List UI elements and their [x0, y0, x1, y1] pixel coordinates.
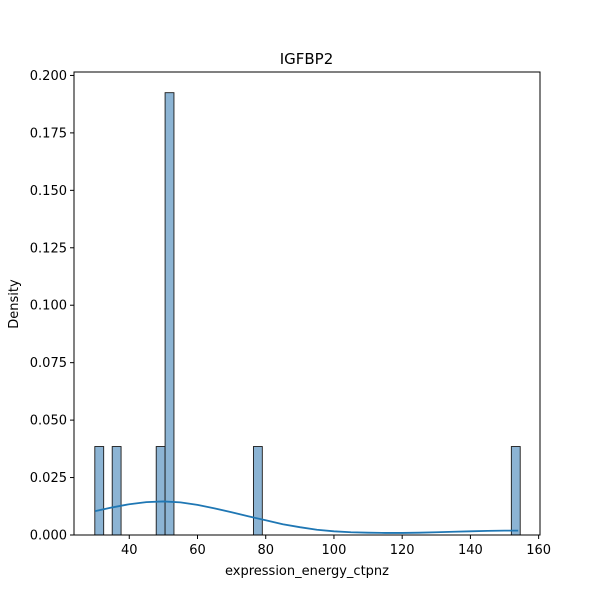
histogram-bar-3 [164, 92, 175, 536]
histogram-bar-0 [94, 446, 105, 536]
y-tick-label-1: 0.025 [30, 471, 67, 486]
histogram-bar-1 [111, 446, 122, 536]
plot-frame [73, 71, 541, 536]
y-tick-label-8: 0.200 [30, 69, 67, 84]
x-axis: 40 60 80 100 120 140 160 [121, 535, 551, 558]
x-tick-label-4: 120 [390, 543, 415, 558]
y-axis: 0.000 0.025 0.050 0.075 0.100 0.125 0.150 0.175… [30, 69, 74, 544]
histogram-bar-2 [155, 446, 166, 536]
y-tick-label-3: 0.075 [30, 356, 67, 371]
kde-line [94, 500, 519, 534]
y-tick-label-2: 0.050 [30, 414, 67, 429]
x-axis-label: expression_energy_ctpnz [225, 564, 389, 579]
y-tick-label-5: 0.125 [30, 241, 67, 256]
y-axis-label: Density [7, 279, 22, 329]
y-tick-label-4: 0.100 [30, 299, 67, 314]
histogram-bar-4 [252, 446, 263, 536]
x-tick-label-3: 100 [322, 543, 347, 558]
y-tick-label-0: 0.000 [30, 529, 67, 544]
y-tick-label-6: 0.150 [30, 184, 67, 199]
chart-title: IGFBP2 [280, 50, 334, 68]
histogram-bar-5 [510, 446, 521, 536]
kde-layer [94, 500, 519, 534]
histogram-bars [94, 92, 521, 536]
x-tick-label-5: 140 [458, 543, 483, 558]
x-tick-label-6: 160 [526, 543, 551, 558]
x-tick-label-1: 60 [189, 543, 206, 558]
x-tick-label-2: 80 [257, 543, 274, 558]
x-tick-label-0: 40 [121, 543, 138, 558]
y-tick-label-7: 0.175 [30, 126, 67, 141]
